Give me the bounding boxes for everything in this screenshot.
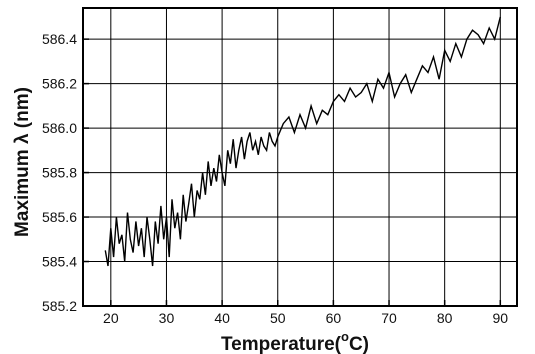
- x-tick-label: 90: [493, 310, 509, 326]
- y-tick-label: 585.6: [42, 209, 77, 225]
- y-tick-label: 586.4: [42, 31, 77, 47]
- y-tick-label: 585.8: [42, 165, 77, 181]
- x-tick-label: 40: [214, 310, 230, 326]
- plot-frame: [82, 7, 518, 307]
- y-axis-title: Maximum λ (nm): [12, 87, 33, 237]
- x-tick-label: 30: [159, 310, 175, 326]
- x-tick-labels: 20 30 40 50 60 70 80 90: [103, 310, 508, 326]
- x-tick-label: 60: [326, 310, 342, 326]
- x-axis-title-main: Temperature(: [221, 334, 342, 354]
- x-axis-title-unit: C): [349, 334, 369, 354]
- grid-lines: [83, 8, 517, 307]
- axis-ticks: [83, 38, 502, 307]
- y-tick-label: 586.2: [42, 76, 77, 92]
- series-line: [104, 16, 501, 267]
- y-tick-label: 585.2: [42, 298, 77, 314]
- y-tick-label: 585.4: [42, 254, 77, 270]
- x-tick-label: 20: [103, 310, 119, 326]
- x-tick-label: 80: [437, 310, 453, 326]
- x-axis-title-degree: o: [341, 329, 349, 344]
- x-tick-label: 70: [381, 310, 397, 326]
- y-tick-label: 586.0: [42, 120, 77, 136]
- x-tick-label: 50: [270, 310, 286, 326]
- y-tick-labels: 585.2 585.4 585.6 585.8 586.0 586.2 586.4: [42, 31, 77, 314]
- x-axis-title: Temperature(oC): [221, 329, 369, 354]
